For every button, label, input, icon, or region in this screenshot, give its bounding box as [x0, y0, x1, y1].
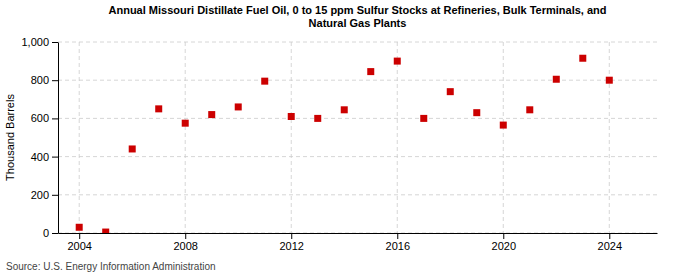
y-tick-label: 0 [43, 227, 49, 239]
point [261, 78, 268, 85]
chart: 2004 2008 2012 2016 2020 2024 0 200 400 600 800 1,0… [0, 0, 675, 275]
x-tick-mark [79, 233, 80, 239]
point [526, 106, 533, 113]
x-tick-label: 2024 [598, 240, 622, 252]
x-grid-line [503, 42, 504, 233]
y-grid-line [58, 80, 657, 81]
y-tick-mark [52, 157, 58, 158]
x-tick: 2008 [173, 233, 197, 252]
y-tick-label: 400 [31, 151, 49, 163]
point [102, 229, 109, 233]
y-tick-label: 600 [31, 112, 49, 124]
point [606, 77, 613, 84]
x-tick-label: 2004 [67, 240, 91, 252]
x-tick-mark [397, 233, 398, 239]
point [288, 113, 295, 120]
point [182, 120, 189, 127]
y-tick-label: 200 [31, 189, 49, 201]
y-tick: 1,000 [21, 36, 58, 48]
x-tick-mark [185, 233, 186, 239]
y-tick: 0 [43, 227, 58, 239]
y-tick-label: 800 [31, 74, 49, 86]
x-tick-label: 2008 [173, 240, 197, 252]
title-line: Natural Gas Plants [309, 17, 407, 29]
x-tick-mark [609, 233, 610, 239]
x-tick: 2012 [279, 233, 303, 252]
point [579, 55, 586, 62]
title: Annual Missouri Distillate Fuel Oil, 0 t… [109, 4, 607, 29]
point [420, 115, 427, 122]
y-tick: 800 [31, 74, 58, 86]
x-grid-line [185, 42, 186, 233]
y-tick: 200 [31, 189, 58, 201]
point [314, 115, 321, 122]
y-grid-line [58, 156, 657, 157]
point [235, 103, 242, 110]
y-axis: 0 200 400 600 800 1,000 [21, 36, 58, 239]
x-tick: 2020 [492, 233, 516, 252]
x-axis-line [59, 233, 658, 234]
x-axis: 2004 2008 2012 2016 2020 2024 [59, 233, 658, 252]
source: Source: U.S. Energy Information Administ… [6, 261, 216, 272]
x-tick: 2024 [598, 233, 622, 252]
x-grid-line [397, 42, 398, 233]
grid [58, 42, 657, 233]
y-tick-mark [52, 42, 58, 43]
point [394, 58, 401, 65]
x-tick-mark [291, 233, 292, 239]
point [447, 88, 454, 95]
y-grid-line [58, 194, 657, 195]
x-tick-label: 2012 [279, 240, 303, 252]
x-grid-line [291, 42, 292, 233]
x-tick: 2016 [386, 233, 410, 252]
y-axis-line [58, 43, 59, 234]
x-tick-mark [503, 233, 504, 239]
point [129, 145, 136, 152]
y-tick-label: 1,000 [21, 36, 49, 48]
x-grid-line [609, 42, 610, 233]
point [208, 111, 215, 118]
point [500, 122, 507, 129]
point [473, 109, 480, 116]
point [155, 105, 162, 112]
y-tick: 400 [31, 151, 58, 163]
y-tick-mark [52, 80, 58, 81]
y-tick-mark [52, 195, 58, 196]
x-grid-line [79, 42, 80, 233]
point [76, 224, 83, 231]
y-grid-line [58, 118, 657, 119]
point [367, 68, 374, 75]
point [553, 76, 560, 83]
points [76, 55, 613, 233]
x-tick: 2004 [67, 233, 91, 252]
point [341, 106, 348, 113]
y-grid-line [58, 233, 657, 234]
y-tick: 600 [31, 112, 58, 124]
x-tick-label: 2016 [386, 240, 410, 252]
y-tick-mark [52, 233, 58, 234]
x-tick-label: 2020 [492, 240, 516, 252]
y-grid-line [58, 42, 657, 43]
y-tick-mark [52, 118, 58, 119]
title-line: Annual Missouri Distillate Fuel Oil, 0 t… [109, 4, 607, 16]
y-axis-title: Thousand Barrels [4, 94, 16, 181]
